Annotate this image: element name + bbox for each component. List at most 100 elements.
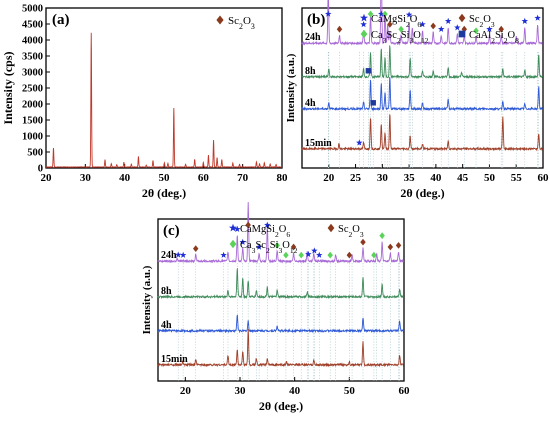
x-tick-label: 70 [237, 172, 249, 184]
series-label-8h: 8h [161, 286, 172, 297]
series-label-15min: 15min [161, 354, 188, 365]
star-marker [220, 251, 227, 258]
series-label-8h: 8h [305, 66, 316, 77]
x-axis-label: 2θ (deg.) [259, 399, 303, 413]
series-label-24h: 24h [161, 250, 177, 261]
diamond-green-marker [371, 251, 377, 259]
x-tick-label: 60 [198, 172, 210, 184]
diamond-green-marker [327, 251, 333, 259]
legend-star-icon [360, 13, 368, 22]
trace-4h [157, 314, 405, 334]
legend-label: CaMgSi2O6 [240, 224, 290, 239]
trace-8h [301, 45, 544, 80]
legend-diamond-icon [327, 223, 335, 233]
y-tick-label: 4500 [22, 20, 43, 31]
star-marker [255, 243, 263, 250]
y-tick-label: 1000 [22, 132, 43, 143]
x-tick-label: 45 [457, 172, 469, 184]
star-marker [316, 251, 323, 258]
star-marker [405, 11, 413, 18]
x-tick-label: 25 [350, 172, 362, 184]
y-tick-label: 3000 [22, 68, 43, 79]
x-tick-label: 40 [289, 385, 301, 397]
x-tick-label: 60 [399, 385, 411, 397]
star-marker [311, 247, 318, 254]
diamond-green-marker [379, 232, 385, 240]
star-marker [239, 238, 246, 245]
star-marker [486, 25, 493, 32]
legend-label: CaAl2Si2O8 [469, 30, 519, 45]
legend-diamond-icon [229, 239, 237, 249]
legend-diamond-icon [360, 29, 368, 39]
panel-a: 20 30 40 50 60 70 80 0 500 1000 1500 2000 2500 3000 35… [1, 4, 288, 201]
series-label-24h: 24h [305, 32, 321, 43]
diamond-green-marker [274, 242, 280, 249]
star-marker [438, 25, 445, 32]
plot-frame [157, 218, 405, 382]
star-marker [305, 250, 312, 258]
y-axis-label: Intensity (a.u.) [141, 265, 153, 334]
x-tick-label: 20 [180, 385, 192, 397]
y-tick-label: 5000 [22, 4, 43, 15]
x-tick-label: 20 [323, 172, 335, 184]
y-tick-label: 1500 [22, 116, 43, 127]
diamond-green-marker [283, 251, 289, 259]
x-axis-label: 2θ (deg.) [400, 186, 444, 200]
panel-c: 20 30 40 50 60 24h 8h 4h 15min CaMgSi2O6 Sc2O3 Ca3S… [141, 202, 410, 413]
diamond-green-marker [367, 10, 374, 18]
legend-label: CaMgSi2O6 [371, 14, 421, 29]
star-marker [234, 225, 241, 232]
trace-15min [157, 329, 405, 368]
legend-label: Sc2O3 [469, 14, 495, 29]
diamond-green-marker [398, 25, 404, 33]
star-marker [521, 17, 529, 24]
diamond-brown-marker [395, 242, 402, 249]
diamond-brown-marker [336, 25, 343, 33]
diamond-brown-marker [193, 245, 199, 253]
series-label-15min: 15min [305, 138, 332, 149]
series-label-4h: 4h [305, 98, 316, 109]
y-axis-label: Intensity (a.u.) [285, 53, 297, 122]
legend-diamond-icon [216, 15, 224, 25]
trace-15min [301, 114, 544, 152]
y-axis-label: Intensity (cps) [1, 51, 15, 124]
legend-label: Sc2O3 [228, 15, 255, 31]
y-tick-label: 3500 [22, 52, 43, 63]
star-marker [264, 221, 271, 228]
diamond-brown-marker [360, 238, 366, 246]
diamond-green-marker [473, 27, 479, 35]
x-tick-label: 35 [404, 172, 416, 184]
star-marker [419, 21, 426, 28]
y-tick-label: 2000 [22, 100, 43, 111]
diamond-brown-marker [346, 251, 353, 259]
panel-label: (a) [52, 12, 70, 28]
star-marker [174, 251, 182, 258]
panel-label: (c) [163, 223, 180, 239]
square-marker [365, 68, 372, 74]
diamond-brown-marker [290, 243, 297, 251]
trace-4h [301, 77, 544, 112]
diamond-green-marker [382, 10, 388, 18]
diamond-green-marker [298, 251, 304, 259]
legend-diamond-icon [458, 13, 466, 23]
y-tick-label: 2500 [22, 84, 43, 95]
x-tick-label: 50 [344, 385, 356, 397]
legend-label: Ca3Sc2Si3O12 [240, 240, 298, 255]
diamond-brown-marker [387, 21, 393, 28]
y-tick-label: 0 [38, 164, 43, 175]
x-tick-label: 30 [80, 172, 92, 184]
diamond-brown-marker [245, 221, 251, 229]
star-marker [454, 24, 461, 31]
star-marker [356, 139, 363, 146]
x-tick-label: 30 [377, 172, 389, 184]
y-tick-label: 500 [27, 148, 43, 159]
star-marker [534, 14, 541, 21]
y-tick-label: 4000 [22, 36, 43, 47]
xrd-trace [45, 32, 283, 169]
diamond-brown-marker [461, 25, 467, 33]
legend-star-icon [229, 223, 237, 232]
plot-frame [45, 7, 283, 169]
diamond-brown-marker [430, 22, 436, 30]
diamond-brown-marker [498, 25, 504, 33]
x-tick-label: 50 [159, 172, 171, 184]
